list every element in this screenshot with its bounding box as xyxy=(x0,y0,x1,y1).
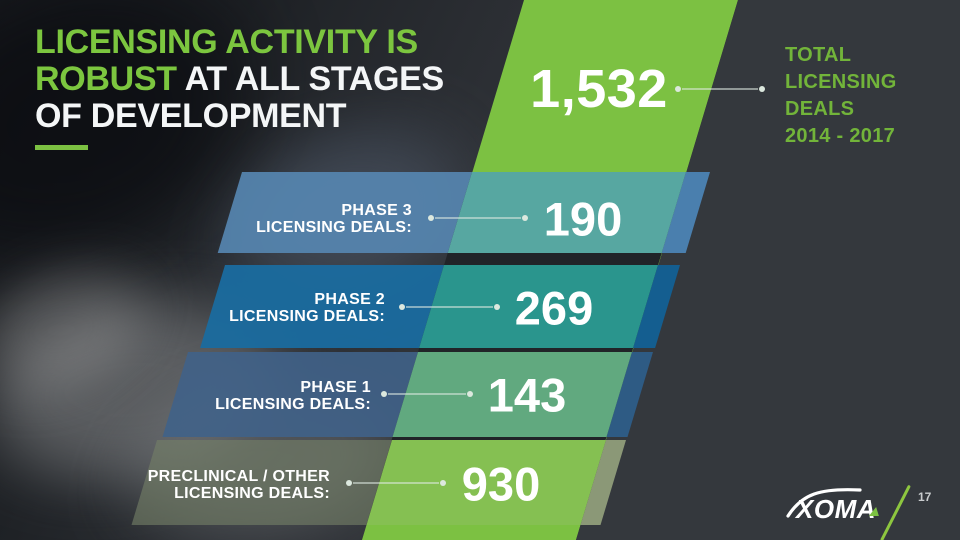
phase2-label-line-1: PHASE 2 xyxy=(314,291,385,308)
preclinical-label-line-1: PRECLINICAL / OTHER xyxy=(147,468,330,485)
phase2-label: PHASE 2 LICENSING DEALS: xyxy=(135,291,385,325)
title-line-2: ROBUST AT ALL STAGES xyxy=(35,60,444,98)
phase3-connector-line xyxy=(428,215,528,221)
preclinical-value: 930 xyxy=(461,457,541,511)
slide-title: LICENSING ACTIVITY IS ROBUST AT ALL STAG… xyxy=(35,24,444,135)
total-label-line-3: DEALS xyxy=(785,98,855,120)
phase1-label-line-2: LICENSING DEALS: xyxy=(215,396,371,413)
xoma-logo-text: XOMA xyxy=(796,494,876,524)
total-label-line-2: LICENSING xyxy=(785,71,897,93)
total-value: 1,532 xyxy=(530,59,668,119)
phase1-connector-line xyxy=(381,391,473,397)
phase1-label: PHASE 1 LICENSING DEALS: xyxy=(121,379,371,413)
preclinical-label-line-2: LICENSING DEALS: xyxy=(174,485,330,502)
phase2-value: 269 xyxy=(514,281,594,335)
phase2-connector-line xyxy=(399,304,500,310)
phase3-label-line-1: PHASE 3 xyxy=(341,202,412,219)
preclinical-label: PRECLINICAL / OTHER LICENSING DEALS: xyxy=(80,468,330,502)
page-number: 17 xyxy=(918,490,932,504)
total-label: TOTAL LICENSING DEALS 2014 - 2017 xyxy=(785,42,897,150)
phase3-value: 190 xyxy=(543,192,623,246)
title-line-1: LICENSING ACTIVITY IS xyxy=(35,23,418,61)
total-label-line-4: 2014 - 2017 xyxy=(785,125,896,147)
total-connector-line xyxy=(675,86,765,92)
preclinical-connector-line xyxy=(346,480,446,486)
phase3-label: PHASE 3 LICENSING DEALS: xyxy=(162,202,412,236)
title-line-3: OF DEVELOPMENT xyxy=(35,97,347,135)
total-label-line-1: TOTAL xyxy=(785,44,852,66)
phase1-label-line-1: PHASE 1 xyxy=(300,379,371,396)
phase1-value: 143 xyxy=(487,368,567,422)
xoma-logo: XOMA xyxy=(786,488,900,532)
title-underline xyxy=(35,145,88,150)
xoma-swoosh-icon xyxy=(786,488,862,518)
phase3-label-line-2: LICENSING DEALS: xyxy=(256,219,412,236)
phase2-label-line-2: LICENSING DEALS: xyxy=(229,308,385,325)
